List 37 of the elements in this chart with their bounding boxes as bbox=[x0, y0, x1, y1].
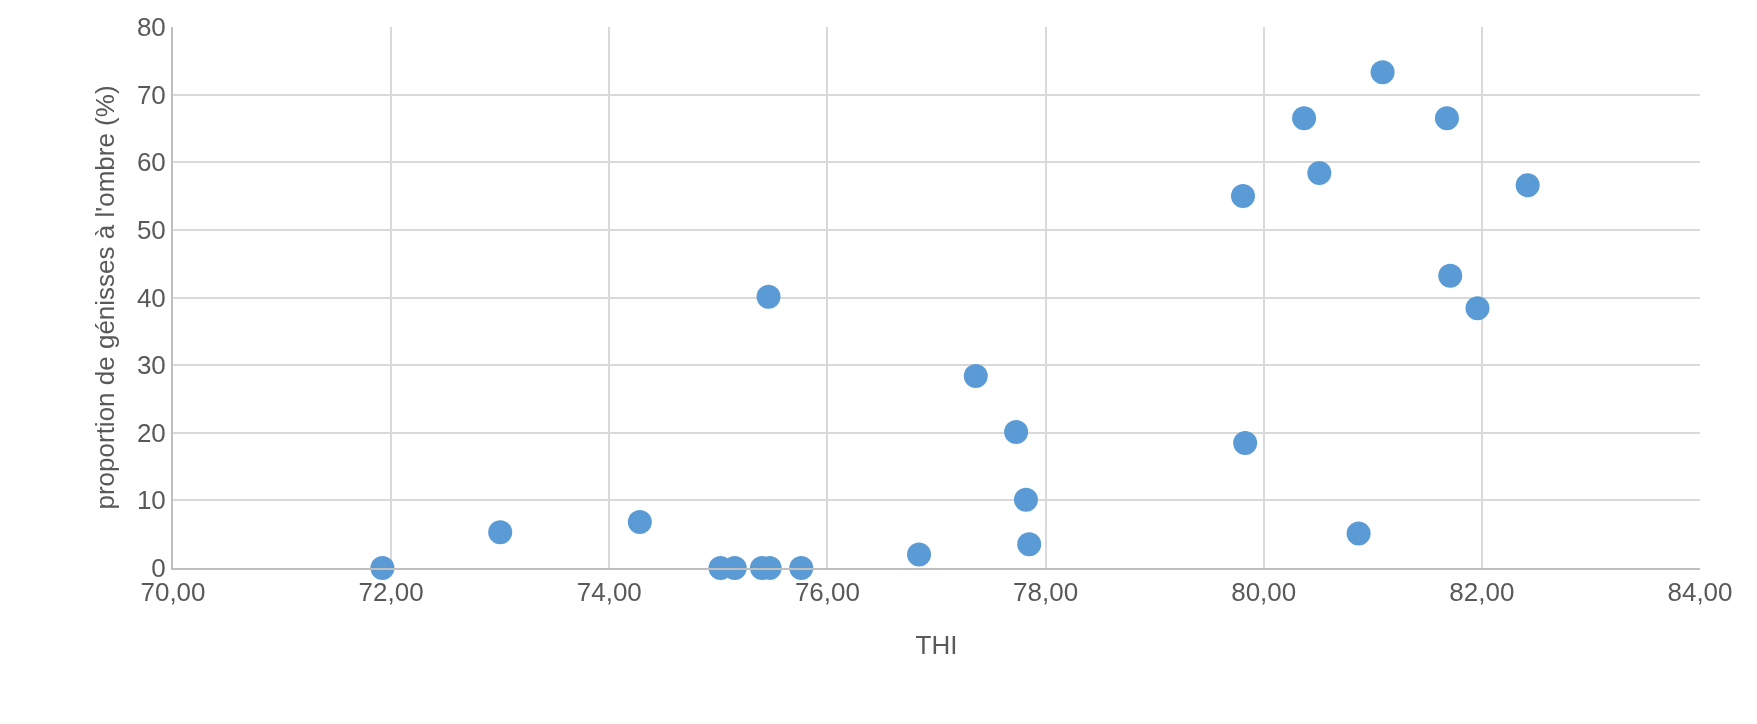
y-axis-title: proportion de génisses à l'ombre (%) bbox=[89, 85, 120, 510]
y-tick-label: 10 bbox=[136, 485, 166, 516]
point bbox=[1004, 420, 1029, 445]
y-tick-label: 60 bbox=[136, 147, 166, 178]
x-tick-label: 84,00 bbox=[1667, 577, 1733, 608]
point bbox=[1017, 532, 1042, 557]
y-tick-label: 20 bbox=[136, 417, 166, 448]
point bbox=[1434, 106, 1459, 131]
x-tick-label: 82,00 bbox=[1449, 577, 1515, 608]
point bbox=[1013, 487, 1038, 512]
point bbox=[1515, 173, 1540, 198]
point bbox=[1465, 296, 1490, 321]
point bbox=[627, 510, 652, 535]
x-tick-label: 80,00 bbox=[1231, 577, 1297, 608]
point bbox=[1370, 60, 1395, 85]
point bbox=[1438, 263, 1463, 288]
y-tick-label: 30 bbox=[136, 350, 166, 381]
x-tick-label: 76,00 bbox=[794, 577, 860, 608]
point bbox=[370, 556, 395, 580]
point bbox=[963, 363, 988, 388]
y-tick-label: 70 bbox=[136, 79, 166, 110]
point bbox=[1231, 184, 1255, 209]
point bbox=[907, 542, 932, 567]
point bbox=[1346, 521, 1371, 546]
point bbox=[789, 556, 814, 580]
y-tick-label: 50 bbox=[136, 214, 166, 245]
x-tick-label: 72,00 bbox=[358, 577, 424, 608]
x-tick-label: 74,00 bbox=[576, 577, 642, 608]
y-tick-label: 80 bbox=[136, 12, 166, 43]
x-tick-label: 78,00 bbox=[1013, 577, 1079, 608]
point bbox=[1233, 430, 1258, 455]
point bbox=[756, 284, 781, 309]
x-axis-title: THI bbox=[915, 630, 958, 661]
point bbox=[1307, 161, 1332, 186]
y-tick-label: 40 bbox=[136, 282, 166, 313]
point bbox=[488, 520, 513, 545]
point bbox=[1292, 106, 1317, 131]
